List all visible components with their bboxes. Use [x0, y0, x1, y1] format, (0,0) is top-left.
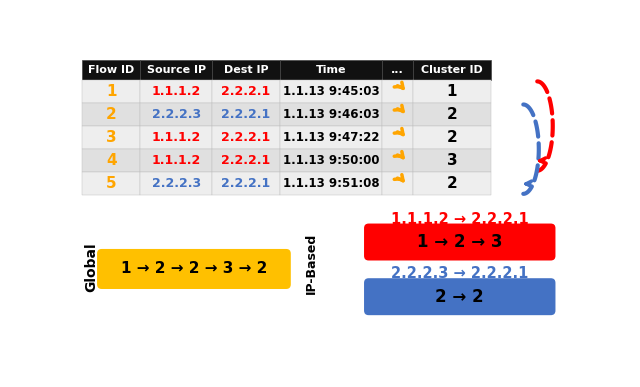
- Text: 1: 1: [106, 84, 116, 99]
- Text: 2: 2: [447, 107, 458, 122]
- Text: 2: 2: [106, 107, 116, 122]
- Text: 2.2.2.3: 2.2.2.3: [152, 108, 201, 121]
- Text: 1.1.1.2: 1.1.1.2: [152, 85, 201, 98]
- FancyBboxPatch shape: [280, 172, 382, 195]
- FancyBboxPatch shape: [280, 80, 382, 103]
- FancyBboxPatch shape: [280, 60, 382, 80]
- FancyBboxPatch shape: [212, 172, 280, 195]
- Text: 1.1.1.2 → 2.2.2.1: 1.1.1.2 → 2.2.2.1: [391, 212, 529, 227]
- Text: Time: Time: [316, 65, 346, 75]
- FancyBboxPatch shape: [140, 80, 212, 103]
- Text: 2.2.2.1: 2.2.2.1: [221, 177, 271, 190]
- Text: 1.1.13 9:45:03: 1.1.13 9:45:03: [283, 85, 380, 98]
- Text: 2.2.2.1: 2.2.2.1: [221, 85, 271, 98]
- FancyBboxPatch shape: [413, 149, 491, 172]
- FancyBboxPatch shape: [83, 60, 140, 80]
- FancyBboxPatch shape: [413, 80, 491, 103]
- Text: 1.1.1.2: 1.1.1.2: [152, 131, 201, 144]
- FancyBboxPatch shape: [83, 126, 140, 149]
- Text: 2: 2: [447, 176, 458, 191]
- Text: 2 → 2: 2 → 2: [435, 288, 484, 306]
- FancyBboxPatch shape: [140, 172, 212, 195]
- Text: 2.2.2.1: 2.2.2.1: [221, 131, 271, 144]
- FancyBboxPatch shape: [413, 126, 491, 149]
- Text: Cluster ID: Cluster ID: [421, 65, 483, 75]
- Text: 1.1.13 9:47:22: 1.1.13 9:47:22: [283, 131, 380, 144]
- Text: 1: 1: [447, 84, 457, 99]
- Text: Dest IP: Dest IP: [223, 65, 268, 75]
- Text: 1.1.13 9:46:03: 1.1.13 9:46:03: [283, 108, 380, 121]
- FancyBboxPatch shape: [382, 126, 413, 149]
- Text: 5: 5: [106, 176, 116, 191]
- Text: 2.2.2.1: 2.2.2.1: [221, 108, 271, 121]
- FancyBboxPatch shape: [83, 80, 140, 103]
- FancyBboxPatch shape: [140, 103, 212, 126]
- FancyBboxPatch shape: [382, 80, 413, 103]
- Text: 1.1.13 9:50:00: 1.1.13 9:50:00: [283, 154, 380, 167]
- Text: Flow ID: Flow ID: [88, 65, 134, 75]
- FancyBboxPatch shape: [382, 172, 413, 195]
- Text: 2.2.2.1: 2.2.2.1: [221, 154, 271, 167]
- FancyBboxPatch shape: [364, 224, 556, 260]
- FancyBboxPatch shape: [140, 60, 212, 80]
- Text: 2: 2: [447, 130, 458, 145]
- Text: 1 → 2 → 2 → 3 → 2: 1 → 2 → 2 → 3 → 2: [121, 262, 267, 276]
- FancyBboxPatch shape: [382, 103, 413, 126]
- FancyBboxPatch shape: [83, 172, 140, 195]
- FancyBboxPatch shape: [212, 80, 280, 103]
- Text: 2.2.2.3 → 2.2.2.1: 2.2.2.3 → 2.2.2.1: [391, 266, 529, 281]
- FancyBboxPatch shape: [413, 60, 491, 80]
- Text: 3: 3: [106, 130, 116, 145]
- Text: 3: 3: [447, 153, 458, 168]
- FancyBboxPatch shape: [140, 149, 212, 172]
- FancyBboxPatch shape: [212, 149, 280, 172]
- Text: 1.1.13 9:51:08: 1.1.13 9:51:08: [283, 177, 380, 190]
- FancyBboxPatch shape: [212, 60, 280, 80]
- FancyBboxPatch shape: [212, 103, 280, 126]
- FancyBboxPatch shape: [83, 149, 140, 172]
- Text: 2.2.2.3: 2.2.2.3: [152, 177, 201, 190]
- Text: 1 → 2 → 3: 1 → 2 → 3: [417, 233, 502, 251]
- Text: 1.1.1.2: 1.1.1.2: [152, 154, 201, 167]
- FancyBboxPatch shape: [280, 149, 382, 172]
- FancyBboxPatch shape: [140, 126, 212, 149]
- Text: ...: ...: [392, 65, 404, 75]
- Text: Source IP: Source IP: [147, 65, 205, 75]
- FancyBboxPatch shape: [97, 249, 291, 289]
- FancyBboxPatch shape: [413, 172, 491, 195]
- FancyBboxPatch shape: [382, 149, 413, 172]
- Text: Global: Global: [84, 243, 98, 292]
- FancyBboxPatch shape: [364, 278, 556, 315]
- FancyBboxPatch shape: [280, 126, 382, 149]
- FancyBboxPatch shape: [83, 103, 140, 126]
- Text: IP-Based: IP-Based: [305, 233, 317, 294]
- FancyBboxPatch shape: [382, 60, 413, 80]
- FancyBboxPatch shape: [413, 103, 491, 126]
- FancyBboxPatch shape: [212, 126, 280, 149]
- FancyBboxPatch shape: [280, 103, 382, 126]
- Text: 4: 4: [106, 153, 116, 168]
